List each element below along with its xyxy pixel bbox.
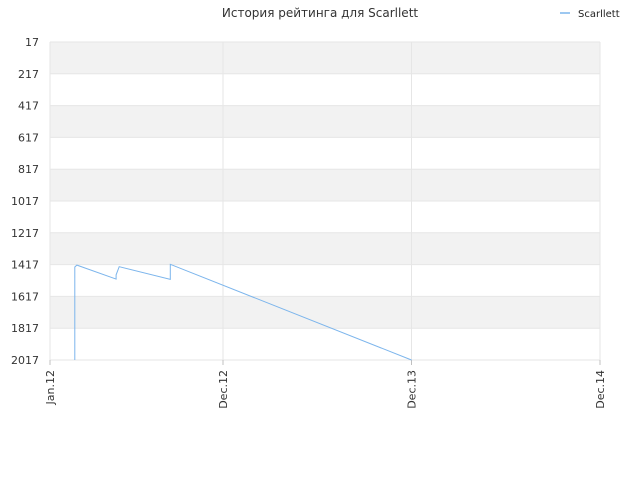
x-tick-label: Dec.14 [594,370,607,409]
y-tick-label: 1817 [11,322,39,335]
x-axis: Jan.12 Dec.12 Dec.13 Dec.14 [44,360,607,409]
plot-band [50,232,600,265]
plot-band [50,296,600,329]
y-tick-label: 617 [18,131,39,144]
chart-title: История рейтинга для Scarllett [222,6,419,20]
y-tick-label: 17 [25,36,39,49]
legend[interactable]: Scarllett [560,9,620,20]
x-tick-label: Dec.13 [406,370,419,409]
y-tick-label: 2017 [11,354,39,367]
plot-band [50,42,600,74]
x-tick-label: Dec.12 [217,370,230,409]
plot-band [50,105,600,138]
series-group [74,263,412,361]
x-tick-label: Jan.12 [44,370,57,405]
series-line-scarllett [74,263,412,361]
legend-item-label[interactable]: Scarllett [578,9,620,20]
y-tick-label: 817 [18,163,39,176]
plot-band [50,169,600,201]
y-tick-label: 417 [18,100,39,113]
grid-lines [49,41,601,361]
y-tick-label: 1017 [11,195,39,208]
y-axis: 17 217 417 617 817 1017 1217 1417 1617 1817 2017 [11,36,39,367]
y-tick-label: 1617 [11,290,39,303]
y-tick-label: 217 [18,68,39,81]
y-tick-label: 1217 [11,227,39,240]
y-tick-label: 1417 [11,259,39,272]
